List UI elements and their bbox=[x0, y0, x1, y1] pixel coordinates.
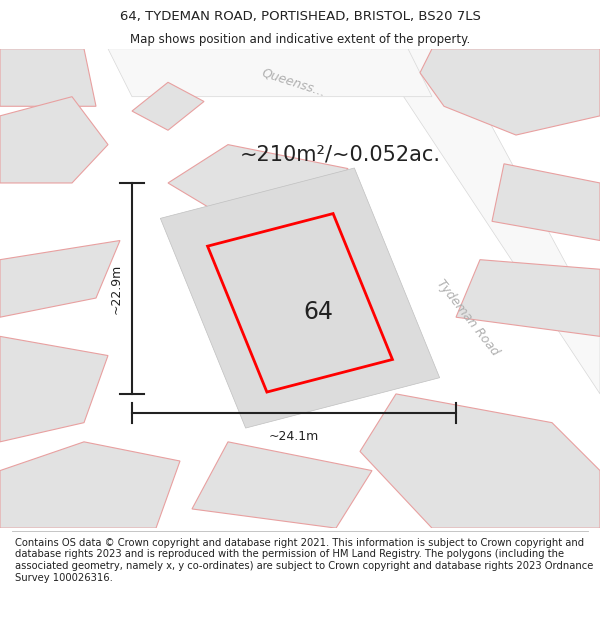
Polygon shape bbox=[360, 394, 600, 528]
Text: Queenss…: Queenss… bbox=[260, 66, 328, 99]
Text: ~22.9m: ~22.9m bbox=[110, 263, 123, 314]
Polygon shape bbox=[168, 144, 348, 231]
Polygon shape bbox=[0, 241, 120, 318]
Polygon shape bbox=[192, 442, 372, 528]
Polygon shape bbox=[0, 442, 180, 528]
Polygon shape bbox=[0, 336, 108, 442]
Polygon shape bbox=[372, 49, 600, 394]
Polygon shape bbox=[132, 82, 204, 130]
Text: Map shows position and indicative extent of the property.: Map shows position and indicative extent… bbox=[130, 33, 470, 46]
Polygon shape bbox=[0, 49, 96, 106]
Text: Contains OS data © Crown copyright and database right 2021. This information is : Contains OS data © Crown copyright and d… bbox=[15, 538, 593, 582]
Polygon shape bbox=[420, 49, 600, 135]
Text: 64, TYDEMAN ROAD, PORTISHEAD, BRISTOL, BS20 7LS: 64, TYDEMAN ROAD, PORTISHEAD, BRISTOL, B… bbox=[119, 10, 481, 22]
Polygon shape bbox=[160, 168, 440, 428]
Text: ~24.1m: ~24.1m bbox=[269, 430, 319, 443]
Polygon shape bbox=[492, 164, 600, 241]
Polygon shape bbox=[0, 97, 108, 183]
Text: Tydeman Road: Tydeman Road bbox=[434, 277, 502, 358]
Polygon shape bbox=[456, 259, 600, 336]
Polygon shape bbox=[108, 49, 432, 97]
Text: 64: 64 bbox=[303, 301, 333, 324]
Text: ~210m²/~0.052ac.: ~210m²/~0.052ac. bbox=[240, 144, 441, 164]
